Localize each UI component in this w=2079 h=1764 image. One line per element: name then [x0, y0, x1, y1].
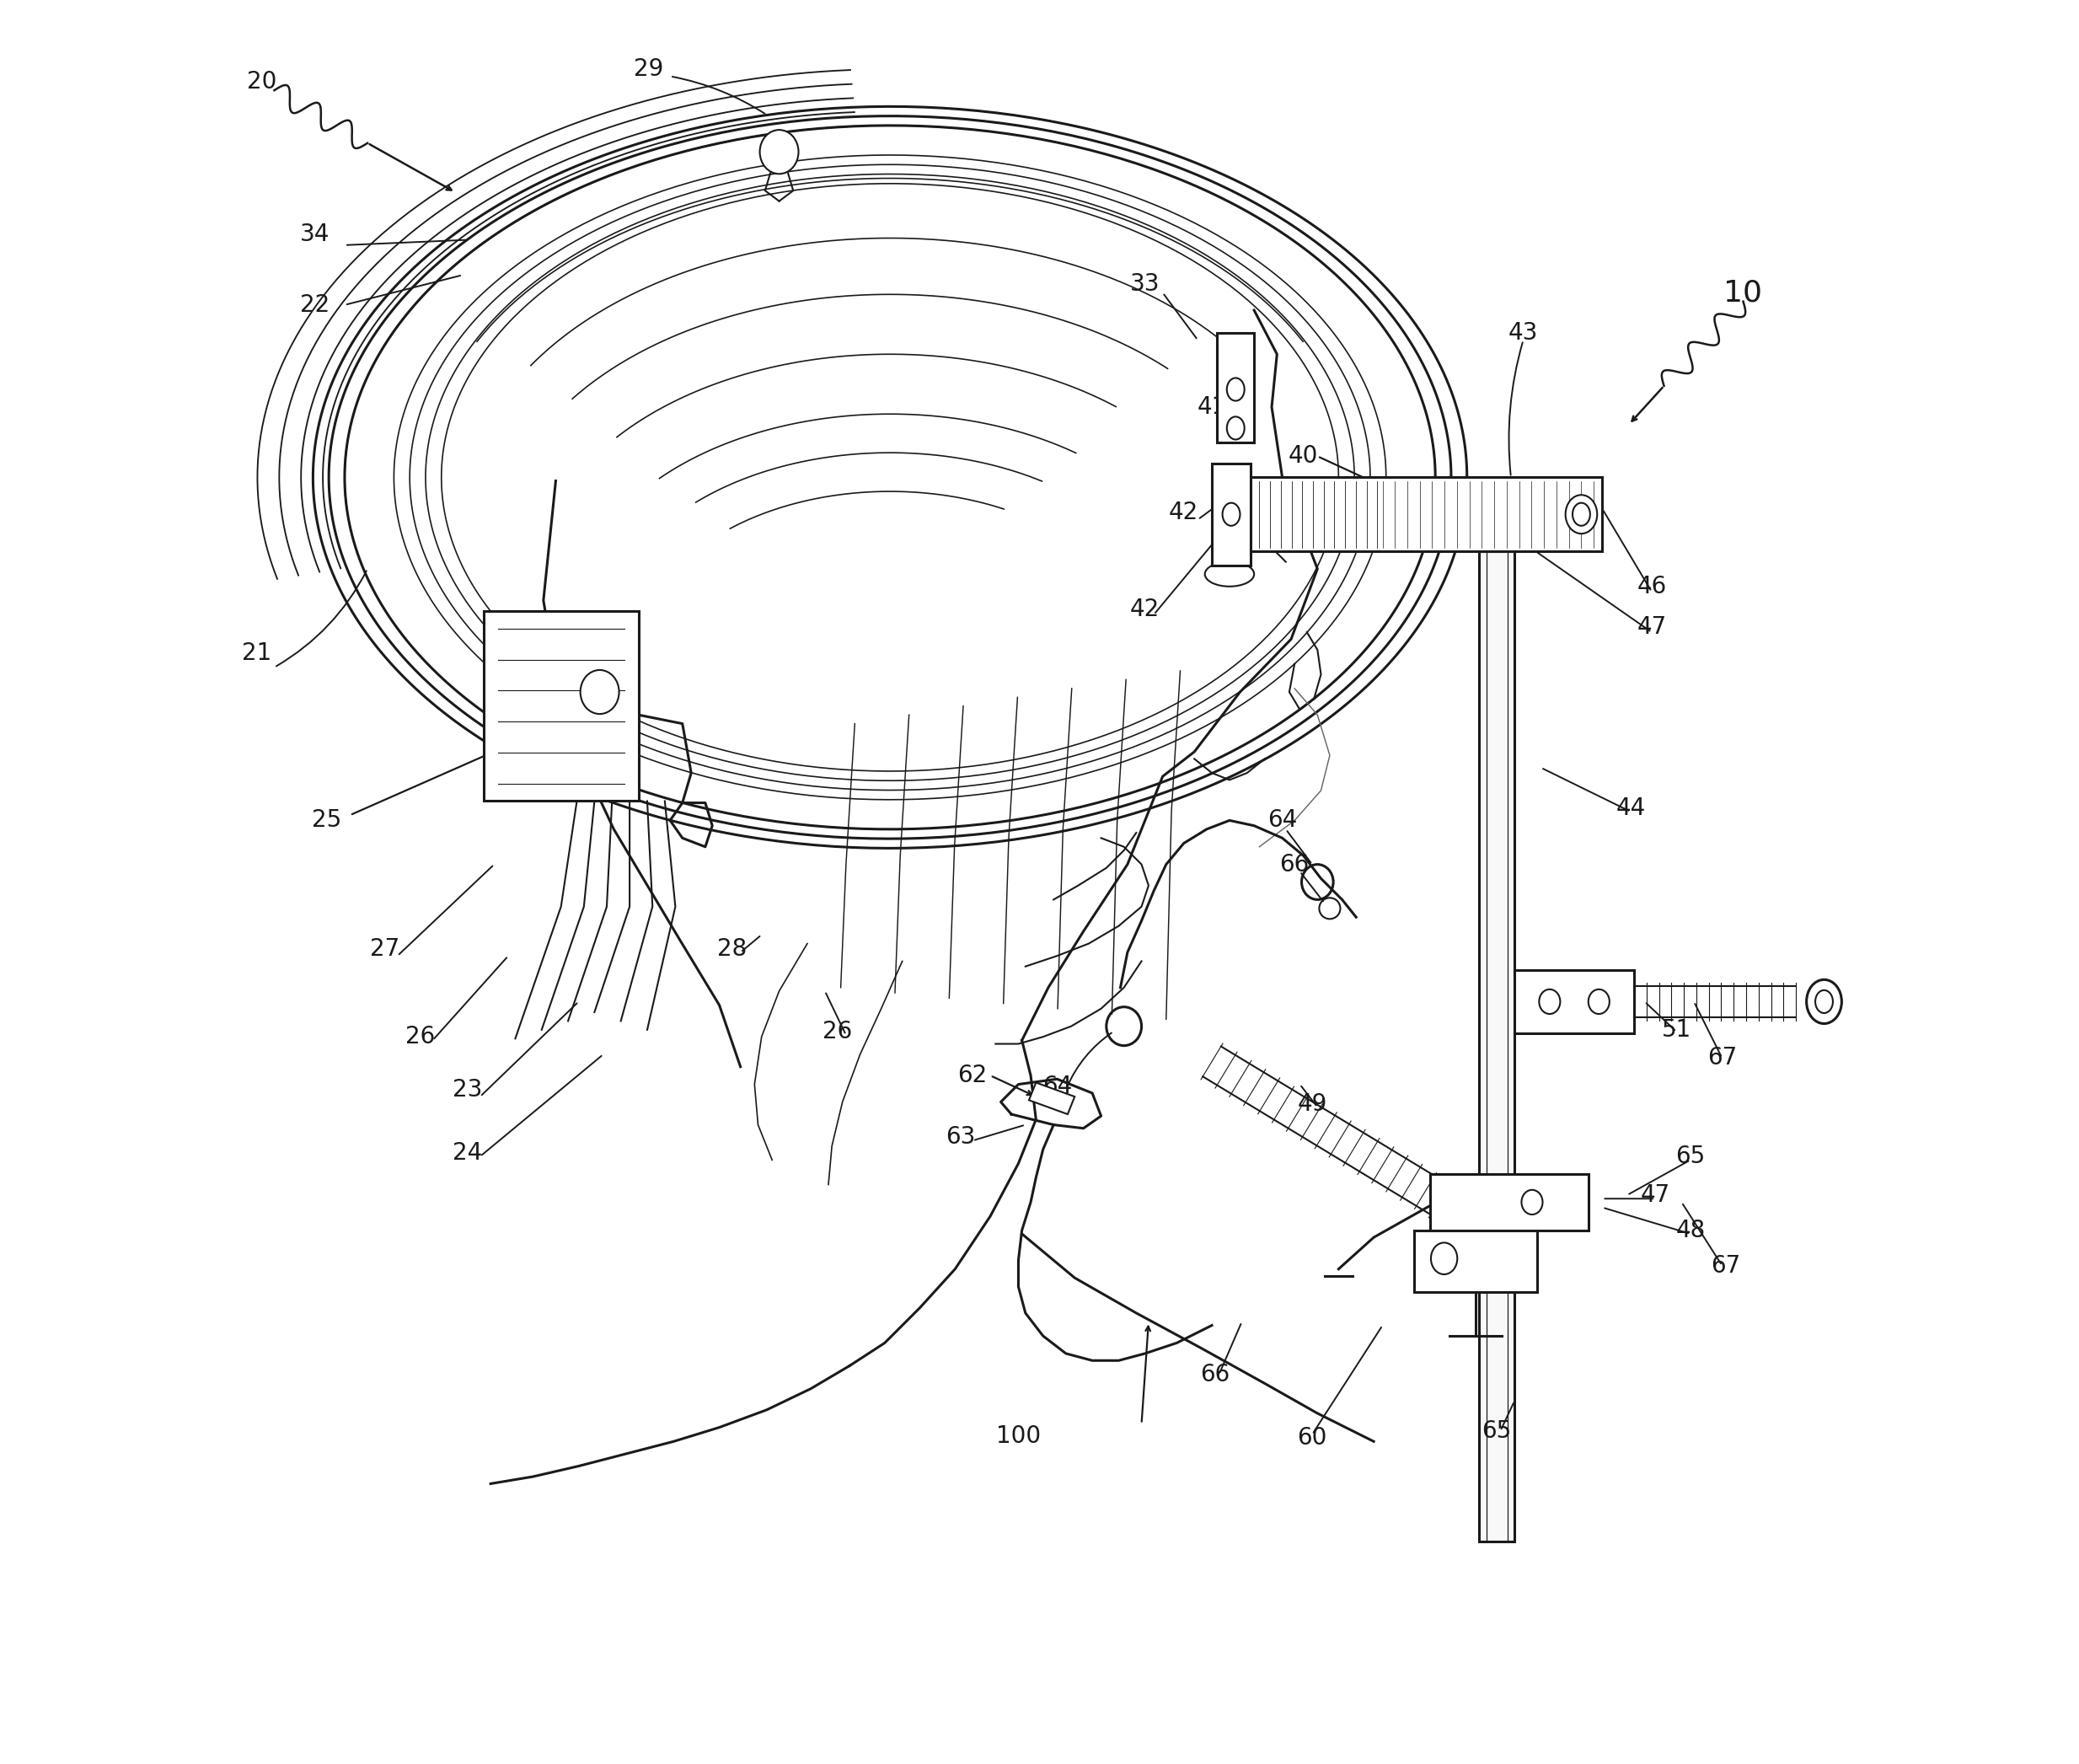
- Text: 48: 48: [1676, 1219, 1705, 1242]
- Text: 51: 51: [1661, 1018, 1690, 1041]
- Text: 26: 26: [405, 1025, 435, 1048]
- Polygon shape: [1414, 1230, 1536, 1291]
- Text: 66: 66: [1200, 1364, 1231, 1387]
- Text: 20: 20: [247, 71, 277, 93]
- Text: 66: 66: [1281, 852, 1310, 877]
- Text: 25: 25: [312, 808, 341, 833]
- Ellipse shape: [1430, 1242, 1457, 1274]
- Text: 47: 47: [1609, 990, 1638, 1014]
- Text: 65: 65: [1482, 1418, 1511, 1443]
- Polygon shape: [1252, 478, 1603, 550]
- Polygon shape: [1029, 1083, 1075, 1115]
- Text: 27: 27: [370, 937, 399, 961]
- Text: 10: 10: [1723, 279, 1763, 307]
- Polygon shape: [1514, 970, 1634, 1034]
- Text: 62: 62: [958, 1064, 988, 1087]
- Text: 29: 29: [634, 58, 663, 81]
- Text: 44: 44: [1615, 796, 1644, 820]
- Text: 33: 33: [1131, 272, 1160, 296]
- Text: 21: 21: [241, 642, 272, 665]
- Text: 42: 42: [1131, 598, 1160, 621]
- Text: 65: 65: [1676, 1145, 1705, 1168]
- Text: 43: 43: [1509, 321, 1538, 346]
- Text: 67: 67: [1711, 1254, 1740, 1277]
- Ellipse shape: [580, 670, 620, 714]
- Ellipse shape: [759, 131, 798, 175]
- Text: 47: 47: [1640, 1184, 1669, 1207]
- Text: 46: 46: [1636, 575, 1667, 598]
- Text: 28: 28: [717, 937, 746, 961]
- Text: 49: 49: [1297, 1092, 1326, 1115]
- Text: 64: 64: [1042, 1074, 1073, 1097]
- Text: 41: 41: [1198, 395, 1227, 418]
- Polygon shape: [1480, 550, 1514, 1542]
- Text: 64: 64: [1268, 808, 1297, 833]
- Text: 40: 40: [1289, 445, 1318, 467]
- Polygon shape: [1216, 333, 1254, 443]
- Text: 22: 22: [299, 293, 331, 318]
- Text: 23: 23: [453, 1078, 482, 1101]
- Text: 45: 45: [1376, 487, 1405, 510]
- Ellipse shape: [1565, 496, 1597, 534]
- Polygon shape: [484, 610, 638, 801]
- Text: 24: 24: [453, 1141, 482, 1164]
- Text: 34: 34: [299, 222, 331, 247]
- Text: 42: 42: [1168, 501, 1200, 524]
- Text: 26: 26: [823, 1020, 852, 1043]
- Text: 63: 63: [946, 1125, 975, 1148]
- Polygon shape: [1430, 1175, 1588, 1230]
- Text: 67: 67: [1707, 1046, 1736, 1069]
- Polygon shape: [1212, 464, 1252, 564]
- Text: 60: 60: [1297, 1425, 1326, 1450]
- Text: 100: 100: [996, 1424, 1042, 1448]
- Text: 47: 47: [1636, 616, 1667, 639]
- Ellipse shape: [1807, 979, 1842, 1023]
